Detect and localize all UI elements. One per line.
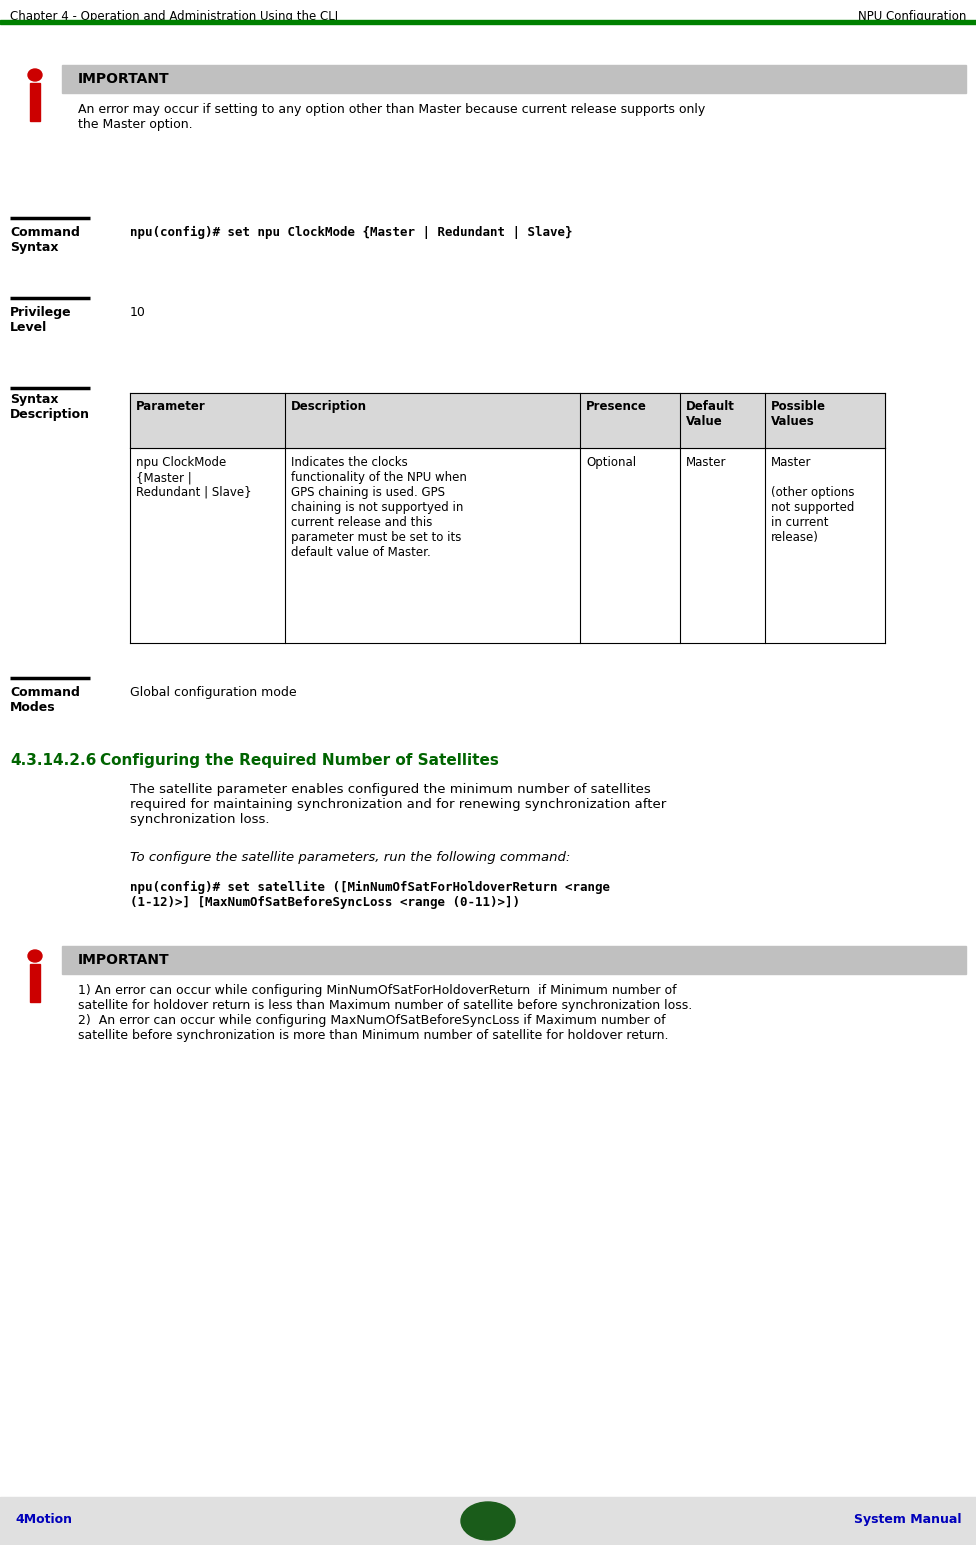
Text: Privilege
Level: Privilege Level <box>10 306 71 334</box>
Text: Command
Modes: Command Modes <box>10 686 80 714</box>
Text: System Manual: System Manual <box>853 1513 961 1526</box>
Text: Default
Value: Default Value <box>686 400 735 428</box>
Bar <box>30 83 40 121</box>
Text: Master: Master <box>686 456 726 470</box>
Text: Configuring the Required Number of Satellites: Configuring the Required Number of Satel… <box>100 752 499 768</box>
Text: npu ClockMode
{Master |
Redundant | Slave}: npu ClockMode {Master | Redundant | Slav… <box>136 456 252 499</box>
Bar <box>130 392 885 448</box>
Text: 4.3.14.2.6: 4.3.14.2.6 <box>10 752 97 768</box>
Text: Optional: Optional <box>586 456 636 470</box>
Text: 442: 442 <box>473 1513 503 1526</box>
Text: Indicates the clocks
functionality of the NPU when
GPS chaining is used. GPS
cha: Indicates the clocks functionality of th… <box>291 456 467 559</box>
Text: Chapter 4 - Operation and Administration Using the CLI: Chapter 4 - Operation and Administration… <box>10 9 338 23</box>
Text: NPU Configuration: NPU Configuration <box>858 9 966 23</box>
Text: To configure the satellite parameters, run the following command:: To configure the satellite parameters, r… <box>130 851 570 864</box>
Bar <box>30 964 40 1003</box>
Bar <box>62 65 966 93</box>
Text: 10: 10 <box>130 306 145 318</box>
Text: Syntax
Description: Syntax Description <box>10 392 90 420</box>
Text: npu(config)# set satellite ([MinNumOfSatForHoldoverReturn <range
(1-12)>] [MaxNu: npu(config)# set satellite ([MinNumOfSat… <box>130 881 610 908</box>
Text: 4Motion: 4Motion <box>15 1513 72 1526</box>
Text: Presence: Presence <box>586 400 647 413</box>
Text: An error may occur if setting to any option other than Master because current re: An error may occur if setting to any opt… <box>78 104 706 131</box>
Bar <box>0 20 976 25</box>
Text: npu(config)# set npu ClockMode {Master | Redundant | Slave}: npu(config)# set npu ClockMode {Master |… <box>130 226 573 239</box>
Ellipse shape <box>28 950 42 963</box>
Text: Possible
Values: Possible Values <box>771 400 826 428</box>
Text: 1) An error can occur while configuring MinNumOfSatForHoldoverReturn  if Minimum: 1) An error can occur while configuring … <box>78 984 692 1041</box>
Text: Description: Description <box>291 400 367 413</box>
Text: Master

(other options
not supported
in current
release): Master (other options not supported in c… <box>771 456 855 544</box>
Text: The satellite parameter enables configured the minimum number of satellites
requ: The satellite parameter enables configur… <box>130 783 667 827</box>
Text: IMPORTANT: IMPORTANT <box>78 953 170 967</box>
Bar <box>0 1497 976 1545</box>
Ellipse shape <box>461 1502 515 1540</box>
Bar <box>62 946 966 973</box>
Text: Global configuration mode: Global configuration mode <box>130 686 297 698</box>
Text: Parameter: Parameter <box>136 400 206 413</box>
Text: IMPORTANT: IMPORTANT <box>78 73 170 87</box>
Text: Command
Syntax: Command Syntax <box>10 226 80 253</box>
Ellipse shape <box>28 70 42 80</box>
